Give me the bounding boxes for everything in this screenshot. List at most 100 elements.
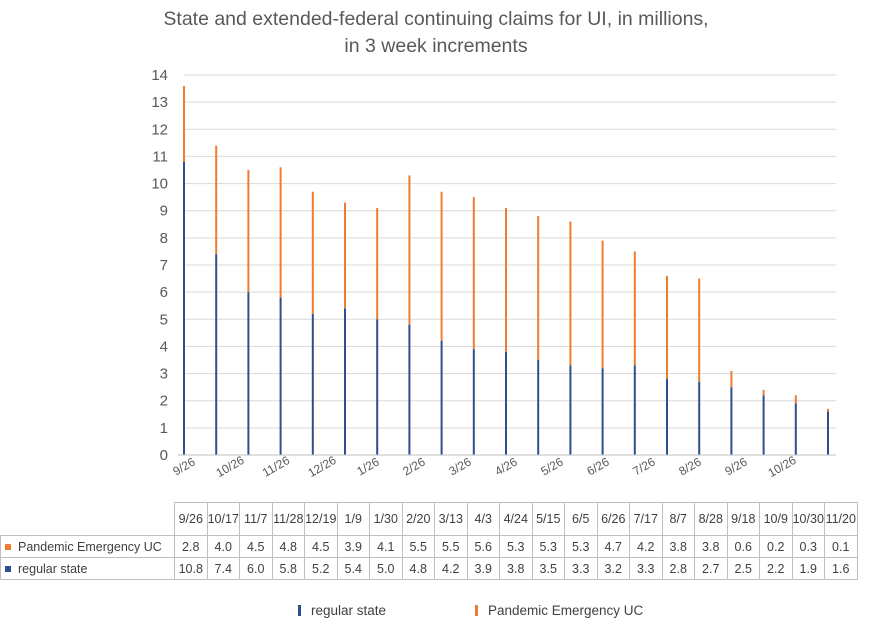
bar-pandemic-9/26 — [183, 85, 185, 162]
table-cell-regular-6: 5.0 — [369, 557, 403, 580]
chart-legend: regular state Pandemic Emergency UC — [0, 600, 872, 624]
bar-pandemic-11/28 — [279, 167, 282, 298]
bar-pandemic-12/19 — [311, 191, 314, 314]
series-name-regular: regular state — [18, 561, 88, 576]
legend-label-regular: regular state — [311, 603, 387, 618]
table-cell-pandemic-10: 5.3 — [499, 535, 533, 558]
table-cell-pandemic-0: 2.8 — [174, 535, 208, 558]
table-cell-pandemic-14: 4.2 — [629, 535, 663, 558]
bar-regular-10/30 — [794, 403, 797, 455]
table-header-0: 9/26 — [174, 502, 208, 536]
bar-regular-8/7 — [666, 379, 668, 455]
table-cell-pandemic-11: 5.3 — [531, 535, 565, 558]
x-tick-label-0: 9/26 — [170, 454, 198, 478]
bar-regular-2/20 — [408, 324, 411, 455]
bar-regular-11/20 — [827, 411, 829, 455]
table-cell-regular-12: 3.3 — [564, 557, 598, 580]
table-series-label-pandemic: Pandemic Emergency UC — [0, 535, 175, 558]
bar-regular-11/28 — [279, 297, 282, 455]
legend-marker-regular — [298, 605, 301, 616]
x-tick-label-11: 8/26 — [676, 454, 704, 478]
table-cell-pandemic-12: 5.3 — [564, 535, 598, 558]
table-cell-pandemic-8: 5.5 — [434, 535, 468, 558]
table-cell-regular-14: 3.3 — [629, 557, 663, 580]
table-cell-pandemic-5: 3.9 — [336, 535, 370, 558]
table-header-12: 6/5 — [564, 502, 598, 536]
table-cell-pandemic-16: 3.8 — [694, 535, 728, 558]
table-header-11: 5/15 — [531, 502, 565, 536]
bar-pandemic-1/9 — [344, 202, 346, 309]
series-name-pandemic: Pandemic Emergency UC — [18, 539, 162, 554]
table-cell-regular-9: 3.9 — [466, 557, 500, 580]
legend-marker-pandemic — [475, 605, 478, 616]
table-cell-pandemic-2: 4.5 — [239, 535, 273, 558]
table-header-2: 11/7 — [239, 502, 273, 536]
y-tick-label-2: 2 — [160, 393, 168, 410]
bar-pandemic-6/26 — [601, 240, 604, 369]
bar-pandemic-10/30 — [794, 395, 797, 404]
y-tick-label-9: 9 — [160, 203, 168, 220]
y-tick-label-10: 10 — [151, 176, 168, 193]
table-cell-regular-19: 1.9 — [791, 557, 825, 580]
table-cell-pandemic-9: 5.6 — [466, 535, 500, 558]
x-tick-label-7: 4/26 — [492, 454, 520, 478]
table-cell-regular-16: 2.7 — [694, 557, 728, 580]
bar-regular-7/17 — [633, 365, 636, 455]
bar-regular-1/30 — [376, 319, 379, 455]
table-cell-regular-0: 10.8 — [174, 557, 208, 580]
x-tick-label-10: 7/26 — [630, 454, 658, 478]
bar-pandemic-5/15 — [537, 216, 540, 360]
table-cell-pandemic-20: 0.1 — [824, 535, 858, 558]
y-tick-label-8: 8 — [160, 230, 168, 247]
bar-regular-4/24 — [505, 351, 507, 455]
table-header-4: 12/19 — [304, 502, 338, 536]
bar-regular-6/26 — [601, 368, 604, 455]
table-cell-regular-15: 2.8 — [661, 557, 695, 580]
table-header-1: 10/17 — [206, 502, 240, 536]
table-cell-pandemic-6: 4.1 — [369, 535, 403, 558]
table-header-17: 9/18 — [726, 502, 760, 536]
bar-pandemic-3/13 — [440, 191, 443, 341]
bar-regular-3/13 — [440, 341, 443, 455]
y-tick-label-11: 11 — [152, 148, 168, 165]
table-cell-pandemic-18: 0.2 — [759, 535, 793, 558]
bars — [183, 85, 829, 455]
table-header-19: 10/30 — [791, 502, 825, 536]
legend-item-regular: regular state — [298, 603, 386, 618]
bar-pandemic-4/24 — [505, 208, 507, 352]
table-header-8: 3/13 — [434, 502, 468, 536]
y-tick-label-14: 14 — [151, 67, 168, 84]
table-header-18: 10/9 — [759, 502, 793, 536]
bar-regular-5/15 — [537, 360, 540, 455]
table-header-16: 8/28 — [694, 502, 728, 536]
y-tick-label-5: 5 — [160, 311, 168, 328]
table-header-7: 2/20 — [401, 502, 435, 536]
y-tick-label-12: 12 — [151, 121, 168, 138]
table-cell-pandemic-19: 0.3 — [791, 535, 825, 558]
x-tick-label-1: 10/26 — [213, 453, 246, 480]
table-cell-regular-8: 4.2 — [434, 557, 468, 580]
table-cell-pandemic-17: 0.6 — [726, 535, 760, 558]
y-tick-label-0: 0 — [160, 447, 168, 464]
bar-pandemic-6/5 — [569, 221, 572, 366]
bar-regular-8/28 — [698, 381, 701, 455]
table-header-15: 8/7 — [661, 502, 695, 536]
table-header-5: 1/9 — [336, 502, 370, 536]
table-header-6: 1/30 — [369, 502, 403, 536]
table-cell-regular-2: 6.0 — [239, 557, 273, 580]
table-header-3: 11/28 — [271, 502, 305, 536]
gridlines — [184, 74, 836, 429]
bar-regular-11/7 — [247, 292, 250, 455]
table-cell-regular-3: 5.8 — [271, 557, 305, 580]
table-cell-pandemic-7: 5.5 — [401, 535, 435, 558]
bar-regular-10/17 — [215, 254, 218, 455]
bar-pandemic-4/3 — [472, 197, 475, 350]
y-tick-label-7: 7 — [160, 257, 168, 274]
bar-pandemic-7/17 — [633, 251, 636, 366]
bar-pandemic-10/9 — [762, 389, 765, 396]
x-tick-label-4: 1/26 — [354, 454, 382, 478]
chart-title-line-1: State and extended-federal continuing cl… — [163, 8, 709, 30]
table-cell-regular-17: 2.5 — [726, 557, 760, 580]
bar-regular-1/9 — [344, 308, 346, 455]
table-cell-pandemic-15: 3.8 — [661, 535, 695, 558]
